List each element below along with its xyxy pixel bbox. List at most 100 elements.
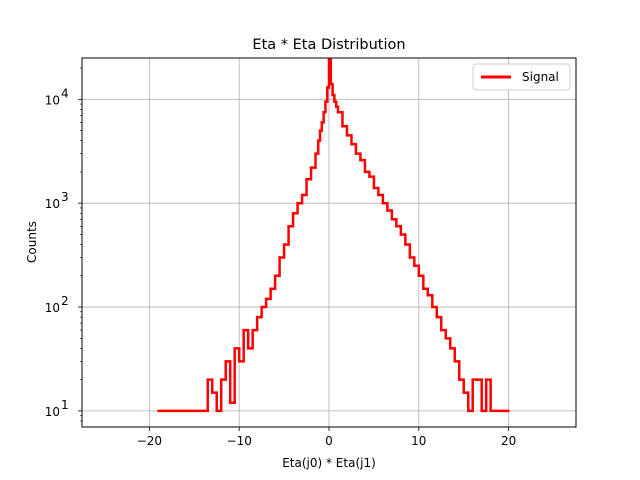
data-point xyxy=(484,378,488,381)
x-tick-label: −20 xyxy=(137,434,162,448)
y-axis-label: Counts xyxy=(25,221,39,263)
data-point xyxy=(327,58,331,62)
data-point xyxy=(264,297,268,301)
data-point xyxy=(395,225,398,228)
y-tick-label: 10 xyxy=(45,197,60,211)
data-point xyxy=(176,409,180,413)
data-point xyxy=(417,274,421,277)
data-point xyxy=(282,243,286,246)
data-point xyxy=(215,409,218,413)
data-point xyxy=(309,166,313,169)
series-layer xyxy=(157,58,510,413)
data-point xyxy=(246,347,250,350)
data-point xyxy=(413,264,416,267)
data-point xyxy=(202,409,205,413)
data-point xyxy=(242,328,245,332)
data-point xyxy=(296,201,299,205)
data-point xyxy=(449,347,452,350)
data-point xyxy=(329,82,332,86)
data-point xyxy=(220,378,223,381)
y-tick-exponent: 4 xyxy=(61,86,69,100)
data-point xyxy=(255,315,259,319)
data-point xyxy=(350,142,353,146)
data-point xyxy=(287,225,290,228)
y-tick-label: 10 xyxy=(45,405,60,419)
data-point xyxy=(390,218,394,221)
data-point xyxy=(426,294,429,297)
legend-box xyxy=(472,63,571,91)
data-point xyxy=(453,360,456,363)
data-point xyxy=(359,158,362,162)
data-point xyxy=(471,378,474,381)
y-tick-label: 10 xyxy=(45,93,60,107)
data-point xyxy=(322,111,325,114)
data-point xyxy=(480,409,483,413)
data-point xyxy=(331,93,334,97)
data-point xyxy=(314,152,317,155)
data-point xyxy=(211,391,214,394)
data-point xyxy=(377,193,380,197)
y-tick-exponent: 1 xyxy=(61,398,69,412)
data-point xyxy=(386,209,389,212)
data-point xyxy=(431,305,434,309)
data-point xyxy=(224,360,227,363)
data-point xyxy=(334,105,338,108)
data-point xyxy=(341,125,344,128)
data-point xyxy=(173,409,176,413)
data-point xyxy=(476,378,479,381)
data-point xyxy=(422,287,425,290)
data-point xyxy=(291,212,295,215)
data-point xyxy=(363,170,367,174)
data-point xyxy=(458,378,461,381)
data-point xyxy=(381,201,385,205)
data-point xyxy=(300,193,304,197)
data-point xyxy=(251,328,254,332)
y-tick-label: 10 xyxy=(45,301,60,315)
data-point xyxy=(197,409,200,413)
data-point xyxy=(467,409,470,413)
x-tick-label: 20 xyxy=(501,434,516,448)
data-point xyxy=(193,409,196,413)
data-point xyxy=(157,409,160,413)
data-point xyxy=(237,360,241,363)
y-tick-exponent: 2 xyxy=(61,294,69,308)
data-point xyxy=(206,378,209,381)
data-point xyxy=(408,256,412,259)
data-point xyxy=(326,86,329,89)
data-point xyxy=(260,305,263,309)
data-point xyxy=(345,134,349,137)
data-point xyxy=(278,256,281,259)
data-point xyxy=(440,328,443,332)
data-point xyxy=(320,121,324,124)
x-tick-label: 0 xyxy=(325,434,333,448)
data-point xyxy=(404,243,407,246)
data-point xyxy=(324,100,327,103)
data-point xyxy=(462,391,465,394)
data-point xyxy=(435,315,438,319)
data-point xyxy=(444,337,447,340)
x-axis-label: Eta(j0) * Eta(j1) xyxy=(282,456,376,470)
data-point xyxy=(336,111,340,114)
data-point xyxy=(229,401,232,404)
data-point xyxy=(269,287,272,290)
data-point xyxy=(317,139,320,142)
data-point xyxy=(233,347,236,350)
legend-label-signal: Signal xyxy=(522,70,559,84)
chart-title: Eta * Eta Distribution xyxy=(252,37,405,53)
data-point xyxy=(354,152,358,155)
y-tick-exponent: 3 xyxy=(61,190,69,204)
data-point xyxy=(507,409,510,413)
data-point xyxy=(399,233,403,236)
data-point xyxy=(368,175,371,178)
data-point xyxy=(333,100,336,103)
data-point xyxy=(489,409,492,413)
x-tick-label: −10 xyxy=(227,434,252,448)
data-point xyxy=(372,186,376,190)
x-axis: −20 −10 0 10 20 xyxy=(137,427,516,448)
data-point xyxy=(273,274,277,277)
legend: Signal xyxy=(472,63,571,91)
x-tick-label: 10 xyxy=(411,434,426,448)
data-point xyxy=(318,129,322,132)
